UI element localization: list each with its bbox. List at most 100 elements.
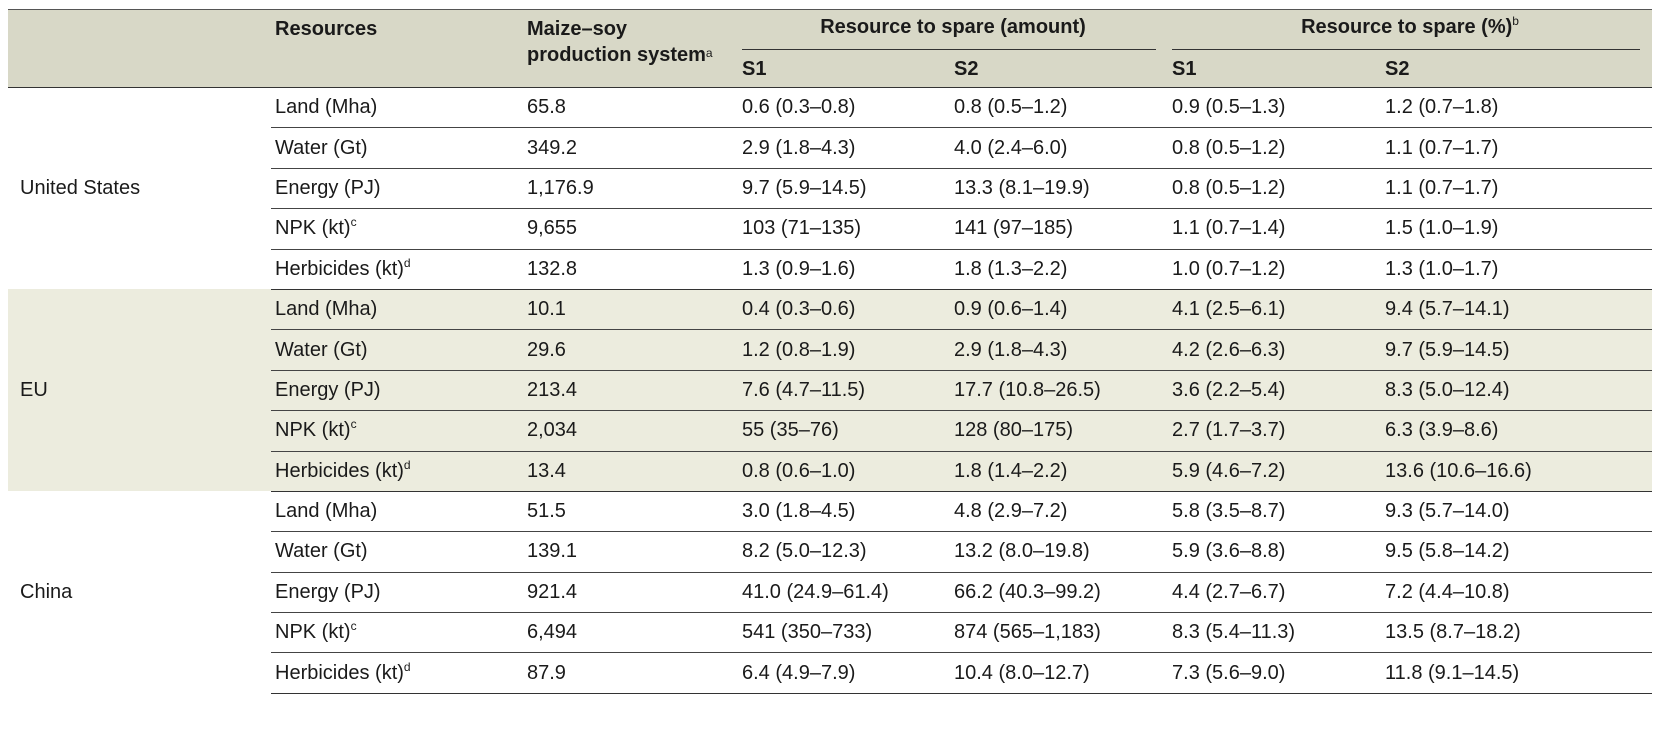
table-row: Herbicides (kt)d 132.8 1.3 (0.9–1.6) 1.8 (1… <box>8 249 1653 290</box>
resource-cell: Land (Mha) <box>271 87 523 129</box>
resource-cell: NPK (kt)c <box>271 612 523 654</box>
table-row: China Land (Mha) 51.5 3.0 (1.8–4.5) 4.8 (2.9… <box>8 491 1653 603</box>
table-row: Herbicides (kt)d 87.9 6.4 (4.9–7.9) 10.4 (8… <box>8 652 1653 694</box>
header-amount-s1: S1 <box>738 49 950 88</box>
resource-table: Resources Maize–soy production systema R… <box>8 9 1653 694</box>
s1-amount-cell: 541 (350–733) <box>738 612 950 654</box>
s1-percent-cell: 3.6 (2.2–5.4) <box>1168 370 1382 412</box>
header-percent-s2: S2 <box>1381 49 1653 88</box>
s2-percent-cell: 11.8 (9.1–14.5) <box>1381 652 1653 694</box>
s1-percent-cell: 4.4 (2.7–6.7) <box>1168 572 1382 614</box>
resource-label: Water (Gt) <box>275 540 368 563</box>
s1-amount-cell: 0.4 (0.3–0.6) <box>738 289 950 331</box>
system-value-cell: 87.9 <box>523 652 738 694</box>
system-value-cell: 213.4 <box>523 370 738 412</box>
s2-percent-cell: 13.5 (8.7–18.2) <box>1381 612 1653 654</box>
table-row: Herbicides (kt)d 13.4 0.8 (0.6–1.0) 1.8 (1.… <box>8 451 1653 492</box>
s1-percent-cell: 5.9 (3.6–8.8) <box>1168 531 1382 573</box>
s1-amount-cell: 0.8 (0.6–1.0) <box>738 451 950 492</box>
resource-cell: Land (Mha) <box>271 289 523 331</box>
s1-percent-cell: 1.0 (0.7–1.2) <box>1168 249 1382 290</box>
s2-amount-cell: 1.8 (1.3–2.2) <box>950 249 1169 290</box>
resource-label: NPK (kt) <box>275 217 351 240</box>
s1-amount-cell: 9.7 (5.9–14.5) <box>738 168 950 210</box>
system-value-cell: 139.1 <box>523 531 738 573</box>
s1-percent-cell: 5.8 (3.5–8.7) <box>1168 491 1382 533</box>
system-value-cell: 6,494 <box>523 612 738 654</box>
table-row: Energy (PJ) 1,176.9 9.7 (5.9–14.5) 13.3 (8.… <box>8 168 1653 210</box>
s1-percent-cell: 4.2 (2.6–6.3) <box>1168 329 1382 371</box>
resource-cell: Water (Gt) <box>271 329 523 371</box>
s2-percent-cell: 8.3 (5.0–12.4) <box>1381 370 1653 412</box>
s2-percent-cell: 7.2 (4.4–10.8) <box>1381 572 1653 614</box>
header-percent-s1: S1 <box>1168 49 1382 88</box>
s1-amount-cell: 1.3 (0.9–1.6) <box>738 249 950 290</box>
system-value-cell: 2,034 <box>523 410 738 452</box>
header-amount-s2: S2 <box>950 49 1169 88</box>
s2-amount-cell: 13.2 (8.0–19.8) <box>950 531 1169 573</box>
region-group: China Land (Mha) 51.5 3.0 (1.8–4.5) 4.8 (2.9… <box>8 491 1653 694</box>
resource-cell: Energy (PJ) <box>271 168 523 210</box>
resource-cell: Water (Gt) <box>271 531 523 573</box>
resource-label: Land (Mha) <box>275 298 378 321</box>
s1-amount-cell: 2.9 (1.8–4.3) <box>738 127 950 169</box>
resource-label: Herbicides (kt) <box>275 459 404 482</box>
resource-cell: Energy (PJ) <box>271 370 523 412</box>
region-group: United States Land (Mha) 65.8 0.6 (0.3–0.8)… <box>8 87 1653 290</box>
region-label: China <box>20 580 73 603</box>
resource-cell: Herbicides (kt)d <box>271 249 523 290</box>
s2-amount-cell: 0.9 (0.6–1.4) <box>950 289 1169 331</box>
system-value-cell: 65.8 <box>523 87 738 129</box>
s1-amount-cell: 103 (71–135) <box>738 208 950 250</box>
system-value-cell: 1,176.9 <box>523 168 738 210</box>
s1-percent-cell: 7.3 (5.6–9.0) <box>1168 652 1382 694</box>
resource-label: Land (Mha) <box>275 96 378 119</box>
s1-percent-cell: 5.9 (4.6–7.2) <box>1168 451 1382 492</box>
system-value-cell: 349.2 <box>523 127 738 169</box>
table-header: Resources Maize–soy production systema R… <box>8 9 1653 88</box>
resource-label: Herbicides (kt) <box>275 661 404 684</box>
s1-percent-cell: 0.8 (0.5–1.2) <box>1168 168 1382 210</box>
resource-label: Energy (PJ) <box>275 580 381 603</box>
resource-cell: Herbicides (kt)d <box>271 652 523 694</box>
table-row: Energy (PJ) 213.4 7.6 (4.7–11.5) 17.7 (10.8… <box>8 370 1653 412</box>
resource-cell: NPK (kt)c <box>271 410 523 452</box>
table-row: NPK (kt)c 9,655 103 (71–135) 141 (97–185) 1.… <box>8 208 1653 250</box>
table-row: NPK (kt)c 2,034 55 (35–76) 128 (80–175) 2.7 … <box>8 410 1653 452</box>
s2-percent-cell: 9.3 (5.7–14.0) <box>1381 491 1653 533</box>
s2-amount-cell: 13.3 (8.1–19.9) <box>950 168 1169 210</box>
s1-amount-cell: 6.4 (4.9–7.9) <box>738 652 950 694</box>
footnote-marker: c <box>350 417 357 432</box>
system-value-cell: 51.5 <box>523 491 738 533</box>
header-region-blank <box>8 9 271 88</box>
resource-cell: Water (Gt) <box>271 127 523 169</box>
region-label: EU <box>8 289 271 492</box>
system-value-cell: 921.4 <box>523 572 738 614</box>
system-value-cell: 132.8 <box>523 249 738 290</box>
s1-percent-cell: 2.7 (1.7–3.7) <box>1168 410 1382 452</box>
resource-cell: Land (Mha) <box>271 491 523 533</box>
footnote-marker: d <box>403 255 411 270</box>
s2-percent-cell: 9.5 (5.8–14.2) <box>1381 531 1653 573</box>
footnote-marker-b: b <box>1512 14 1519 28</box>
s2-amount-cell: 874 (565–1,183) <box>950 612 1169 654</box>
s2-percent-cell: 13.6 (10.6–16.6) <box>1381 451 1653 492</box>
header-spare-percent-label: Resource to spare (%) <box>1301 16 1513 38</box>
s1-percent-cell: 4.1 (2.5–6.1) <box>1168 289 1382 331</box>
s1-amount-cell: 7.6 (4.7–11.5) <box>738 370 950 412</box>
system-value-cell: 29.6 <box>523 329 738 371</box>
s1-percent-cell: 8.3 (5.4–11.3) <box>1168 612 1382 654</box>
resource-cell: Energy (PJ) <box>271 572 523 614</box>
s2-amount-cell: 10.4 (8.0–12.7) <box>950 652 1169 694</box>
s1-percent-cell: 0.8 (0.5–1.2) <box>1168 127 1382 169</box>
s2-amount-cell: 4.0 (2.4–6.0) <box>950 127 1169 169</box>
resource-cell: NPK (kt)c <box>271 208 523 250</box>
s2-amount-cell: 128 (80–175) <box>950 410 1169 452</box>
table-row: Water (Gt) 29.6 1.2 (0.8–1.9) 2.9 (1.8–4.3)… <box>8 329 1653 371</box>
s2-percent-cell: 1.2 (0.7–1.8) <box>1381 87 1653 129</box>
s2-percent-cell: 9.4 (5.7–14.1) <box>1381 289 1653 331</box>
table-row: EU Land (Mha) 10.1 0.4 (0.3–0.6) 0.9 (0.6–1.… <box>8 289 1653 492</box>
header-resources: Resources <box>271 9 523 88</box>
s2-amount-cell: 2.9 (1.8–4.3) <box>950 329 1169 371</box>
s2-percent-cell: 1.5 (1.0–1.9) <box>1381 208 1653 250</box>
